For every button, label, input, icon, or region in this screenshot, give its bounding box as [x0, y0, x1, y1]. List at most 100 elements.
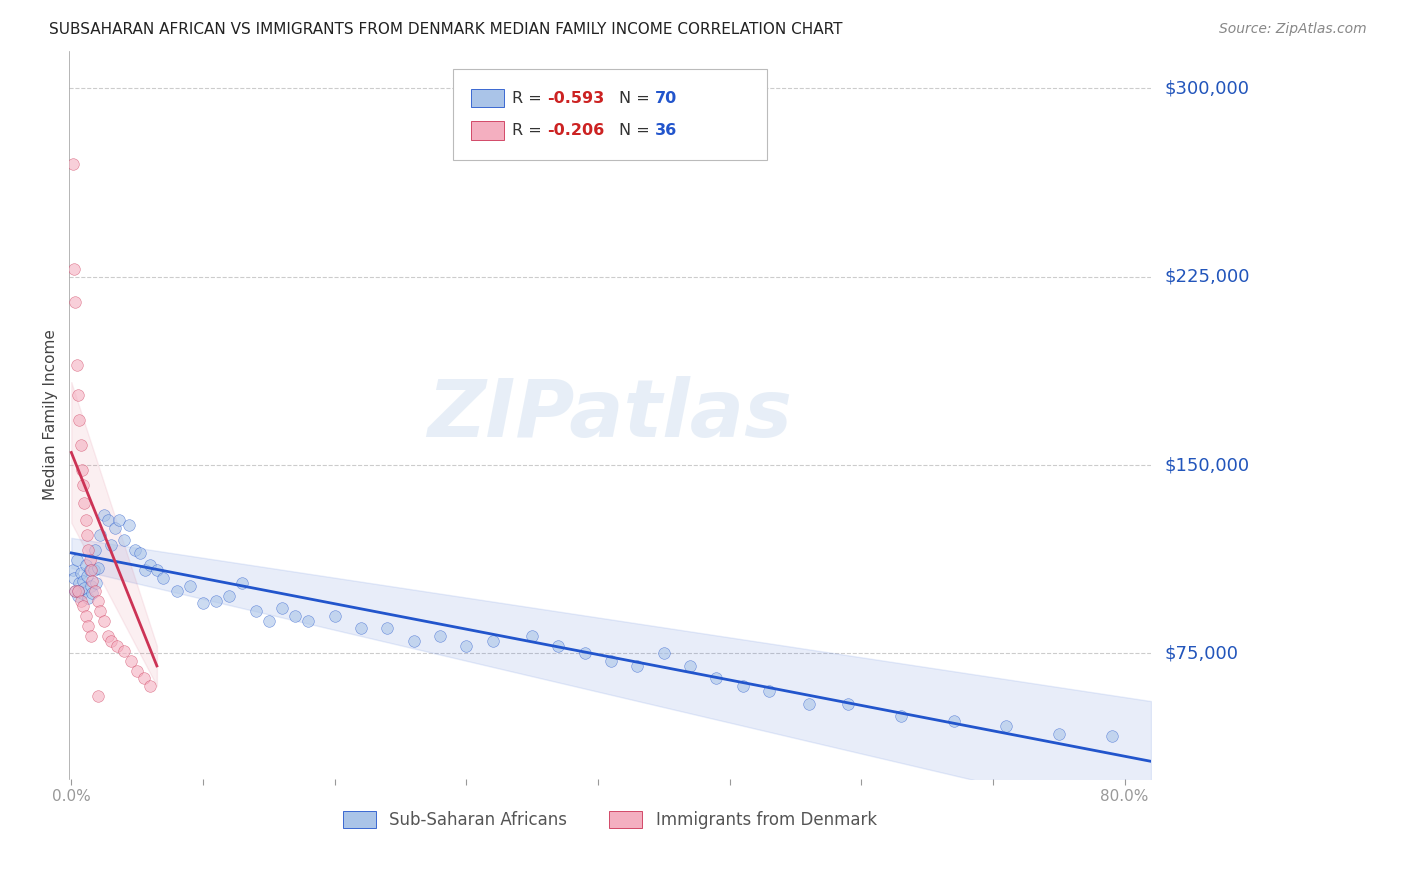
Point: [402, 633, 425, 648]
Point: [166, 583, 188, 598]
Text: -0.593: -0.593: [547, 90, 605, 105]
Text: $225,000: $225,000: [1166, 268, 1250, 285]
Y-axis label: Median Family Income: Median Family Income: [44, 329, 58, 500]
Point: [66, 589, 89, 603]
Point: [245, 604, 267, 618]
Point: [128, 546, 150, 560]
Legend: Sub-Saharan Africans, Immigrants from Denmark: Sub-Saharan Africans, Immigrants from De…: [336, 805, 883, 836]
Point: [120, 654, 142, 668]
Point: [97, 629, 120, 643]
Point: [146, 564, 169, 578]
Point: [132, 672, 155, 686]
Point: [124, 543, 146, 558]
Point: [797, 697, 820, 711]
Point: [626, 659, 648, 673]
Point: [76, 568, 98, 582]
Text: Source: ZipAtlas.com: Source: ZipAtlas.com: [1219, 22, 1367, 37]
Point: [257, 614, 280, 628]
Point: [105, 639, 128, 653]
Point: [218, 589, 240, 603]
Point: [179, 578, 201, 592]
Point: [65, 583, 87, 598]
Point: [350, 621, 373, 635]
Point: [574, 646, 596, 660]
Point: [65, 553, 87, 567]
Point: [69, 438, 91, 452]
Point: [97, 513, 120, 527]
Point: [75, 513, 97, 527]
Point: [231, 576, 253, 591]
Point: [89, 604, 111, 618]
Text: R =: R =: [512, 90, 547, 105]
Point: [118, 518, 141, 533]
Point: [731, 679, 754, 693]
Point: [65, 583, 87, 598]
Point: [89, 528, 111, 542]
Point: [75, 558, 97, 573]
Point: [93, 614, 115, 628]
Point: [70, 463, 93, 477]
Point: [63, 571, 86, 585]
Point: [66, 583, 89, 598]
Point: [104, 521, 127, 535]
Text: 36: 36: [655, 123, 678, 138]
Point: [152, 571, 174, 585]
Point: [995, 719, 1018, 733]
Point: [86, 576, 108, 591]
Point: [73, 581, 96, 595]
Point: [82, 586, 104, 600]
Point: [429, 629, 451, 643]
Point: [82, 574, 104, 588]
Point: [100, 633, 122, 648]
Point: [86, 561, 108, 575]
Point: [80, 578, 103, 592]
Point: [297, 614, 319, 628]
Point: [67, 576, 90, 591]
Point: [1101, 729, 1123, 743]
Point: [65, 294, 87, 309]
Point: [77, 543, 100, 558]
Text: -0.206: -0.206: [547, 123, 605, 138]
Point: [76, 528, 98, 542]
Point: [79, 553, 101, 567]
Text: R =: R =: [512, 123, 547, 138]
Point: [77, 591, 100, 606]
Point: [86, 689, 108, 703]
Point: [706, 672, 728, 686]
Text: $75,000: $75,000: [1166, 644, 1239, 663]
Point: [79, 564, 101, 578]
Point: [112, 533, 135, 548]
Point: [63, 262, 86, 277]
Point: [191, 596, 214, 610]
Point: [62, 564, 84, 578]
Point: [837, 697, 859, 711]
Point: [127, 664, 149, 678]
Point: [456, 639, 478, 653]
Point: [890, 709, 912, 723]
Point: [62, 157, 84, 171]
Point: [600, 654, 623, 668]
FancyBboxPatch shape: [471, 88, 503, 107]
Text: N =: N =: [619, 123, 654, 138]
Point: [205, 593, 228, 607]
Point: [73, 496, 96, 510]
Point: [72, 478, 94, 492]
Point: [67, 413, 90, 427]
Text: ZIPatlas: ZIPatlas: [427, 376, 793, 454]
Point: [77, 618, 100, 632]
Point: [284, 608, 307, 623]
Point: [942, 714, 965, 728]
Point: [112, 644, 135, 658]
Point: [93, 508, 115, 523]
Point: [758, 684, 780, 698]
Point: [84, 543, 107, 558]
Point: [100, 538, 122, 552]
Text: N =: N =: [619, 90, 654, 105]
Point: [83, 564, 105, 578]
Text: 70: 70: [655, 90, 678, 105]
Point: [70, 586, 93, 600]
Point: [139, 558, 162, 573]
Point: [80, 629, 103, 643]
Point: [520, 629, 543, 643]
Text: SUBSAHARAN AFRICAN VS IMMIGRANTS FROM DENMARK MEDIAN FAMILY INCOME CORRELATION C: SUBSAHARAN AFRICAN VS IMMIGRANTS FROM DE…: [49, 22, 842, 37]
